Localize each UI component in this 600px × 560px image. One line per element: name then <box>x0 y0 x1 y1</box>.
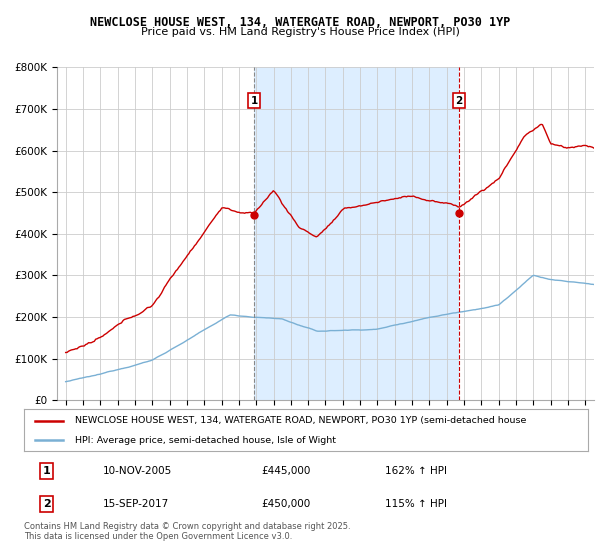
Text: £450,000: £450,000 <box>261 499 310 509</box>
Text: £445,000: £445,000 <box>261 466 310 476</box>
Bar <box>254 67 459 400</box>
Text: 2: 2 <box>455 96 463 105</box>
Text: Contains HM Land Registry data © Crown copyright and database right 2025.
This d: Contains HM Land Registry data © Crown c… <box>24 522 350 542</box>
Text: 2: 2 <box>43 499 50 509</box>
Text: NEWCLOSE HOUSE WEST, 134, WATERGATE ROAD, NEWPORT, PO30 1YP (semi-detached house: NEWCLOSE HOUSE WEST, 134, WATERGATE ROAD… <box>75 416 526 425</box>
Text: 10-NOV-2005: 10-NOV-2005 <box>103 466 172 476</box>
Text: 1: 1 <box>250 96 257 105</box>
Text: 162% ↑ HPI: 162% ↑ HPI <box>385 466 447 476</box>
Text: NEWCLOSE HOUSE WEST, 134, WATERGATE ROAD, NEWPORT, PO30 1YP: NEWCLOSE HOUSE WEST, 134, WATERGATE ROAD… <box>90 16 510 29</box>
Text: 15-SEP-2017: 15-SEP-2017 <box>103 499 169 509</box>
Text: 115% ↑ HPI: 115% ↑ HPI <box>385 499 447 509</box>
Text: 1: 1 <box>43 466 50 476</box>
Text: Price paid vs. HM Land Registry's House Price Index (HPI): Price paid vs. HM Land Registry's House … <box>140 27 460 37</box>
Text: HPI: Average price, semi-detached house, Isle of Wight: HPI: Average price, semi-detached house,… <box>75 436 336 445</box>
